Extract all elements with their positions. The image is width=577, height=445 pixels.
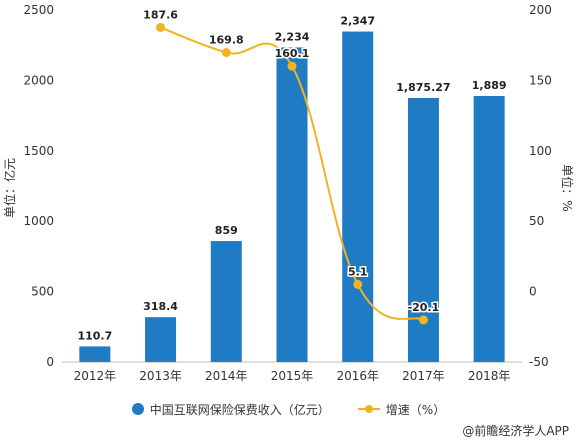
line-data-label: 187.6	[143, 8, 178, 21]
line-point	[156, 22, 166, 32]
bar	[276, 47, 308, 363]
x-tick-label: 2017年	[402, 369, 445, 383]
bar-data-label: 859	[215, 224, 238, 237]
bar-data-label: 318.4	[143, 300, 178, 313]
y-axis-right-title: 单位：%	[560, 164, 575, 211]
line-data-labels: 187.6 169.8 160.1 5.1 -20.1	[142, 7, 441, 315]
bar-data-label: 1,875.27	[396, 81, 450, 94]
line-path	[160, 26, 424, 321]
legend-item-bar: 中国互联网保险保费收入（亿元）	[131, 401, 330, 418]
legend-bar-swatch	[131, 403, 144, 415]
x-tick-label: 2015年	[271, 369, 314, 383]
line-point	[418, 315, 428, 325]
bar	[210, 241, 242, 362]
y-right-tick-label: -50	[529, 355, 549, 369]
source-credit: @前瞻经济学人APP	[462, 424, 569, 438]
y-right-tick-label: 200	[529, 3, 552, 17]
bar	[79, 346, 111, 362]
y-left-tick-label: 500	[31, 285, 54, 299]
x-axis-ticks: 2012年 2013年 2014年 2015年 2016年 2017年 2018年	[74, 369, 511, 383]
x-tick-label: 2012年	[74, 369, 117, 383]
line-point	[221, 48, 231, 58]
y-right-tick-label: 0	[529, 285, 537, 299]
y-right-tick-label: 50	[529, 214, 544, 228]
line-data-label: -20.1	[408, 301, 440, 314]
y-left-tick-label: 0	[46, 355, 54, 369]
y-left-tick-label: 1000	[23, 214, 54, 228]
bar-data-label: 1,889	[472, 79, 507, 92]
line-point	[353, 279, 363, 289]
legend: 中国互联网保险保费收入（亿元） 增速（%）	[0, 399, 577, 419]
y-right-tick-label: 150	[529, 73, 552, 87]
y-left-tick-label: 2000	[23, 73, 54, 87]
x-tick-label: 2013年	[139, 369, 182, 383]
legend-item-line: 增速（%）	[357, 401, 446, 418]
bar	[473, 96, 505, 362]
line-data-label: 5.1	[348, 265, 368, 278]
line-point	[287, 61, 297, 71]
bar-data-labels: 110.7 318.4 859 2,234 2,347 1,875.27 1,889	[77, 15, 506, 343]
x-tick-label: 2018年	[468, 369, 511, 383]
bar	[145, 317, 177, 362]
y-axis-left-ticks: 0 500 1000 1500 2000 2500	[23, 3, 54, 369]
legend-line-swatch	[357, 403, 380, 415]
bar-data-label: 2,347	[340, 15, 375, 28]
line-series	[156, 22, 428, 325]
x-tick-label: 2014年	[205, 369, 248, 383]
y-left-tick-label: 2500	[23, 3, 54, 17]
line-data-label: 160.1	[275, 47, 310, 60]
y-left-tick-label: 1500	[23, 144, 54, 158]
y-axis-right-ticks: -50 0 50 100 150 200	[529, 3, 552, 369]
line-data-label: 169.8	[209, 34, 244, 47]
x-tick-label: 2016年	[336, 369, 379, 383]
bar-data-label: 2,234	[275, 30, 310, 43]
bar	[342, 31, 374, 363]
y-axis-left-title: 单位：亿元	[2, 158, 17, 218]
y-right-tick-label: 100	[529, 144, 552, 158]
legend-bar-label: 中国互联网保险保费收入（亿元）	[149, 402, 330, 417]
bar-data-label: 110.7	[77, 329, 112, 342]
legend-line-label: 增速（%）	[385, 402, 446, 417]
